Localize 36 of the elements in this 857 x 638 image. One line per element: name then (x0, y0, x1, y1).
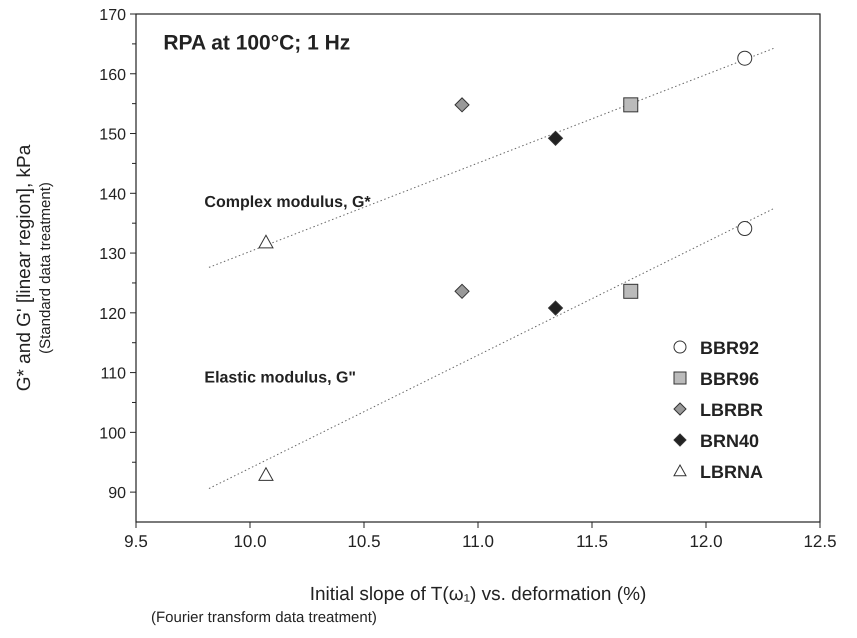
x-axis-title: Initial slope of T(ω₁) vs. deformation (%) (Fourier transform data treatment) (151, 584, 646, 626)
annotation: Complex modulus, G* (204, 194, 372, 212)
y-tick-label: 100 (99, 425, 126, 442)
y-axis-title: G* and G' [linear region], kPa (Standard data treatment) (14, 144, 54, 392)
legend-label: BBR92 (700, 338, 760, 358)
y-tick-label: 160 (99, 66, 126, 84)
point (258, 467, 274, 481)
legend-label: BBR96 (700, 369, 760, 389)
x-tick-label: 9.5 (124, 532, 148, 551)
y-tick-label: 90 (108, 485, 126, 502)
x-tick-label: 11.5 (576, 532, 608, 551)
x-tick-label: 11.0 (462, 532, 494, 551)
point (737, 50, 752, 66)
y-tick-label: 170 (99, 7, 126, 24)
y-tick-label: 150 (99, 126, 126, 144)
point (548, 130, 564, 146)
point (623, 284, 638, 299)
point (258, 234, 274, 248)
x-tick-label: 12.0 (689, 532, 723, 551)
point (454, 284, 470, 299)
x-tick-label: 10.5 (347, 532, 381, 551)
legend-label: LBRNA (700, 462, 763, 482)
point (623, 97, 638, 112)
annotation: Elastic modulus, G" (204, 369, 356, 386)
x-tick-label: 12.5 (803, 532, 837, 551)
y-tick-label: 120 (99, 306, 126, 323)
y-tick-label: 140 (99, 186, 126, 204)
point (737, 221, 752, 236)
y-tick-label: 130 (99, 246, 126, 264)
legend-label: LBRBR (700, 400, 763, 420)
x-tick-label: 10.0 (233, 532, 267, 551)
point (548, 300, 564, 316)
point (454, 97, 470, 112)
annotation: RPA at 100°C; 1 Hz (163, 32, 350, 55)
legend-label: BRN40 (700, 431, 760, 451)
y-tick-label: 110 (100, 366, 126, 383)
